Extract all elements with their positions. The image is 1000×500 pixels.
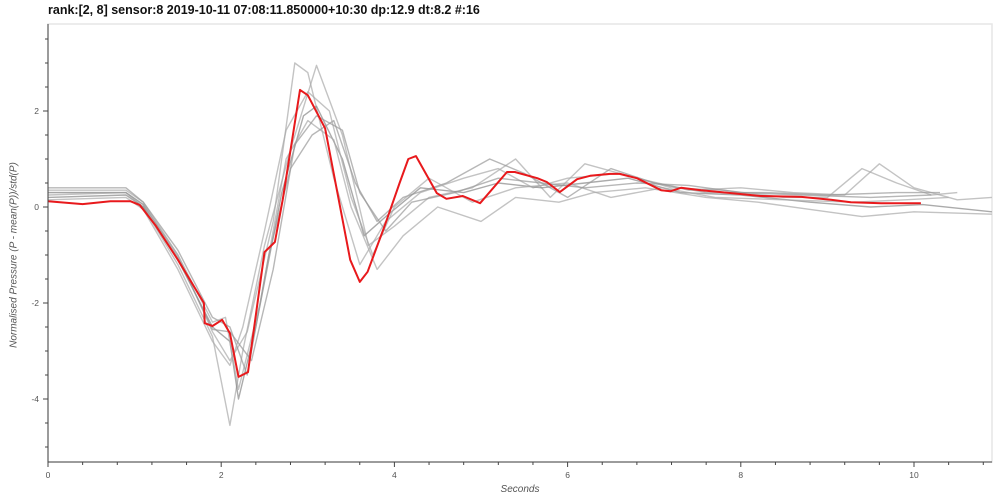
x-tick-label: 6 [565,470,570,480]
y-tick-label: -4 [31,394,39,404]
highlight-trace [47,88,921,378]
axes: -4 -2 0 2 0 2 4 6 8 10 [31,24,992,480]
plot-frame [47,23,993,463]
chart-title: rank:[2, 8] sensor:8 2019-10-11 07:08:11… [48,3,480,17]
background-series-line [47,105,992,400]
background-series-line [48,62,958,362]
background-series-line [47,64,992,427]
background-series-line [48,115,932,362]
y-tick-label: -2 [31,298,39,308]
background-series-line [47,91,949,367]
y-tick-label: 0 [34,202,39,212]
background-traces [47,62,992,427]
x-tick-label: 4 [392,470,397,480]
x-tick-label: 2 [219,470,224,480]
x-tick-label: 10 [909,470,919,480]
y-tick-label: 2 [34,106,39,116]
highlight-series-line [47,88,921,378]
background-series-line [48,119,940,376]
x-axis-label: Seconds [500,484,540,495]
x-tick-label: 8 [738,470,743,480]
x-tick-label: 0 [46,470,51,480]
background-series-line [48,119,992,391]
